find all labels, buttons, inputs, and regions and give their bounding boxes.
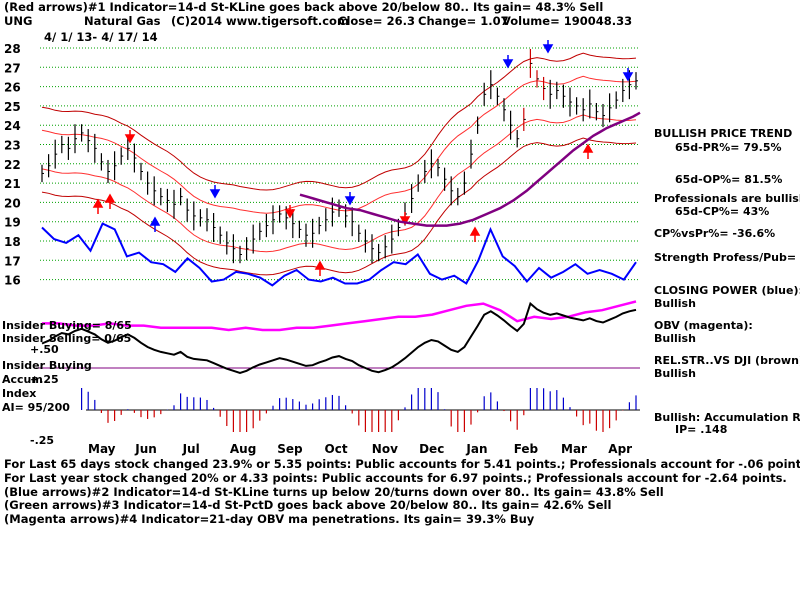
y-tick-label: 20 xyxy=(4,196,21,210)
tick-plus-50: +.50 xyxy=(30,343,59,356)
relstr-label: REL.STR..VS DJI (brown) xyxy=(654,354,800,367)
y-tick-label: 18 xyxy=(4,235,21,249)
relstr-value: Bullish xyxy=(654,367,696,380)
pr-value: 65d-PR%= 79.5% xyxy=(675,141,782,154)
signal-arrow-up xyxy=(104,193,116,209)
index-label: Index xyxy=(2,387,37,400)
signal-arrow-down xyxy=(399,212,411,226)
strength-ratio: Strength Profess/Pub= 0 xyxy=(654,251,800,264)
price-bars xyxy=(41,48,638,264)
y-tick-label: 19 xyxy=(4,216,21,230)
signal-arrow-down xyxy=(124,130,136,144)
obv-line xyxy=(42,300,637,332)
y-tick-label: 24 xyxy=(4,119,21,133)
signal-arrow-down xyxy=(284,205,296,219)
month-label: Dec xyxy=(419,442,444,456)
trend-title: BULLISH PRICE TREND xyxy=(654,127,793,140)
signal-arrow-down xyxy=(344,192,356,206)
ip-value: IP= .148 xyxy=(675,423,728,436)
signal-arrow-up xyxy=(314,260,326,276)
accum-label: Accum xyxy=(2,373,43,386)
month-label: Feb xyxy=(514,442,539,456)
month-label: May xyxy=(88,442,116,456)
insider-selling-count: Insider Selling= 0/65 xyxy=(2,332,132,345)
indicator-1-text: (Red arrows)#1 Indicator=14-d St-KLine g… xyxy=(4,0,604,14)
copyright: (C)2014 www.tigersoft.com xyxy=(171,14,349,28)
close-value: Close= 26.3 xyxy=(338,14,415,28)
y-tick-label: 22 xyxy=(4,158,21,172)
insider-buying-label: Insider Buying xyxy=(2,359,92,372)
y-tick-label: 23 xyxy=(4,139,21,153)
change-value: Change= 1.07 xyxy=(418,14,509,28)
date-range: 4/ 1/ 13- 4/ 17/ 14 xyxy=(44,30,158,44)
price-grid xyxy=(36,47,640,411)
cp-vs-pr: CP%vsPr%= -36.6% xyxy=(654,227,776,240)
professionals-status: Professionals are bullish xyxy=(654,192,800,205)
signal-arrow-up xyxy=(469,226,481,242)
month-label: Jun xyxy=(134,442,157,456)
y-tick-label: 21 xyxy=(4,177,21,191)
signal-arrow-up xyxy=(149,216,161,232)
month-label: Sep xyxy=(277,442,303,456)
signal-arrows xyxy=(92,40,634,276)
month-label: Mar xyxy=(561,442,587,456)
signal-arrow-up xyxy=(92,198,104,214)
indicator-2-text: (Blue arrows)#2 Indicator=14-d St-KLine … xyxy=(4,485,664,499)
signal-arrow-down xyxy=(622,68,634,82)
y-tick-label: 28 xyxy=(4,42,21,56)
bands xyxy=(41,52,637,276)
obv-value: Bullish xyxy=(654,332,696,345)
closing-power-line xyxy=(41,222,637,287)
accum-status: Bullish: Accumulation Risi xyxy=(654,411,800,424)
y-tick-label: 26 xyxy=(4,81,21,95)
footer-65day: For Last 65 days stock changed 23.9% or … xyxy=(4,457,800,471)
indicator-3-text: (Green arrows)#3 Indicator=14-d St-PctD … xyxy=(4,498,612,512)
month-label: Jan xyxy=(465,442,487,456)
signal-arrow-up xyxy=(582,143,594,159)
y-tick-label: 16 xyxy=(4,274,21,288)
security-name: Natural Gas xyxy=(84,14,161,28)
y-tick-label: 17 xyxy=(4,254,21,268)
volume-value: Volume= 190048.33 xyxy=(502,14,633,28)
tick-plus-25: +.25 xyxy=(30,373,59,386)
closing-power-label: CLOSING POWER (blue): xyxy=(654,284,800,297)
op-value: 65d-OP%= 81.5% xyxy=(675,173,783,186)
signal-arrow-down xyxy=(502,55,514,69)
upper-band xyxy=(41,52,637,191)
inner-lower-band xyxy=(41,114,637,253)
x-axis-months: May Jun Jul Aug Sep Oct Nov Dec Jan Feb Mar Apr xyxy=(88,442,632,456)
insider-buying-count: Insider Buying= 8/65 xyxy=(2,319,132,332)
ma65-line xyxy=(299,111,641,227)
obv-label: OBV (magenta): xyxy=(654,319,753,332)
indicator-lines xyxy=(41,111,641,374)
signal-arrow-down xyxy=(542,40,554,54)
month-label: Jul xyxy=(182,442,200,456)
tick-minus-25: -.25 xyxy=(30,434,55,447)
lower-band xyxy=(41,137,637,276)
footer-year: For Last year stock changed 20% or 4.33 … xyxy=(4,471,787,485)
y-axis-labels: 16 17 18 19 20 21 22 23 24 25 26 27 28 xyxy=(4,42,21,288)
closing-power-value: Bullish xyxy=(654,297,696,310)
month-label: Apr xyxy=(608,442,632,456)
month-label: Oct xyxy=(325,442,348,456)
ticker-symbol: UNG xyxy=(4,14,33,28)
month-label: Aug xyxy=(230,442,256,456)
ai-value: AI= 95/200 xyxy=(2,401,70,414)
signal-arrow-down xyxy=(209,185,221,199)
indicator-4-text: (Magenta arrows)#4 Indicator=21-day OBV … xyxy=(4,512,535,526)
month-label: Nov xyxy=(372,442,398,456)
y-tick-label: 27 xyxy=(4,61,21,75)
y-tick-label: 25 xyxy=(4,100,21,114)
accumulation-histogram xyxy=(80,388,637,432)
cp-value: 65d-CP%= 43% xyxy=(675,205,770,218)
relstr-line xyxy=(41,301,637,374)
